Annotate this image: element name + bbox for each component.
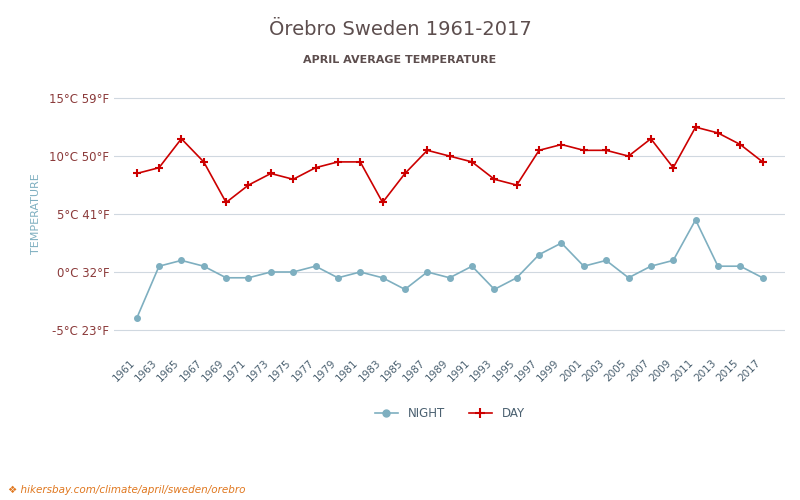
Y-axis label: TEMPERATURE: TEMPERATURE xyxy=(31,174,41,254)
Text: APRIL AVERAGE TEMPERATURE: APRIL AVERAGE TEMPERATURE xyxy=(303,55,497,65)
Text: ❖ hikersbay.com/climate/april/sweden/orebro: ❖ hikersbay.com/climate/april/sweden/ore… xyxy=(8,485,246,495)
Legend: NIGHT, DAY: NIGHT, DAY xyxy=(370,402,530,425)
Text: Örebro Sweden 1961-2017: Örebro Sweden 1961-2017 xyxy=(269,20,531,39)
